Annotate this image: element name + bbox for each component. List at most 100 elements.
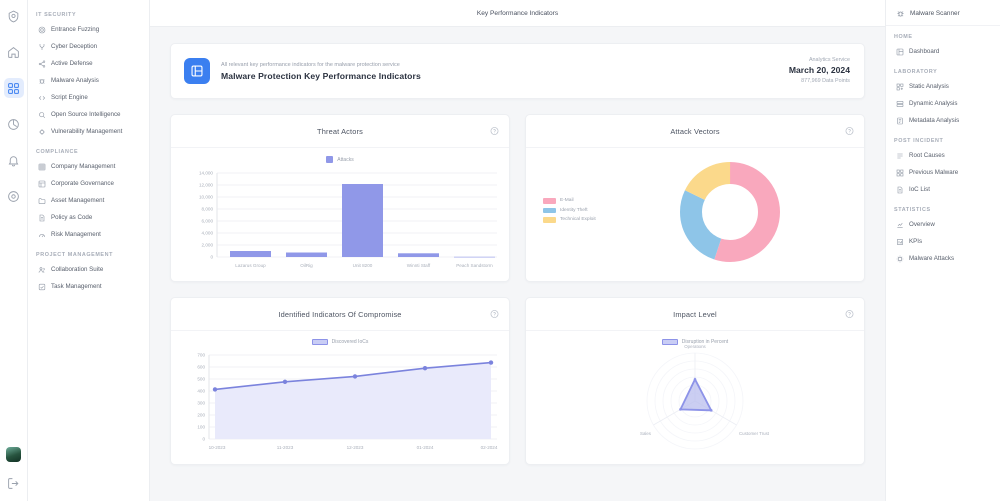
y-tick: 6,000 [202,219,214,224]
banner-subtitle: All relevant key performance indicators … [221,61,400,68]
legend-swatch [543,198,556,204]
data-point [679,408,682,411]
list-icon [896,117,904,125]
meta-data-points: 877,969 Data Points [801,77,850,84]
home-icon[interactable] [4,42,24,62]
y-tick: 100 [197,425,205,430]
sidebar-item-label: Dashboard [909,48,940,55]
card-body: Discovered IoCs [171,331,509,464]
sidebar-item-company-management[interactable]: Company Management [28,158,149,175]
doc-icon [896,186,904,194]
right-sidebar-title: Malware Scanner [910,10,960,17]
sidebar-item-script-engine[interactable]: Script Engine [28,89,149,106]
sidebar-item-static-analysis[interactable]: Static Analysis [886,78,1000,95]
legend-row: Technical Exploit [543,217,596,223]
folder-icon [38,197,46,205]
grid-2-icon [896,169,904,177]
bug-alt-icon [38,128,46,136]
share-icon [38,60,46,68]
page-banner: All relevant key performance indicators … [170,43,865,99]
chart-legend: Discovered IoCs [171,339,509,345]
x-tick: 12-2023 [347,445,364,450]
topbar: Key Performance Indicators [150,0,885,27]
sidebar-item-dashboard[interactable]: Dashboard [886,43,1000,60]
donut-legend: E-Mail Identity Theft Technical Exploit [543,198,596,223]
sidebar-item-label: Corporate Governance [51,180,114,187]
sidebar-item-policy-as-code[interactable]: Policy as Code [28,209,149,226]
sidebar-item-ioc-list[interactable]: IoC List [886,181,1000,198]
x-tick: 02-2024 [481,445,498,450]
search-icon [38,111,46,119]
y-tick: 0 [202,437,205,442]
sidebar-item-collaboration-suite[interactable]: Collaboration Suite [28,261,149,278]
settings-icon[interactable] [4,186,24,206]
data-points [212,360,494,392]
x-tick: Unit 8200 [353,263,373,268]
data-point [422,366,428,371]
card-title: Threat Actors [317,126,363,136]
sidebar-item-previous-malware[interactable]: Previous Malware [886,164,1000,181]
data-point [212,387,218,392]
sidebar-item-task-management[interactable]: Task Management [28,278,149,295]
legend-swatch [326,156,334,163]
sidebar-item-label: Active Defense [51,60,93,67]
y-tick: 0 [210,255,213,260]
sidebar-item-overview[interactable]: Overview [886,216,1000,233]
y-tick: 600 [197,365,205,370]
legend-swatch [661,339,678,345]
notifications-icon[interactable] [4,150,24,170]
sidebar-item-corporate-governance[interactable]: Corporate Governance [28,175,149,192]
check-square-icon [38,283,46,291]
bar [230,251,271,257]
legend-row: Identity Theft [543,207,596,213]
legend-row: E-Mail [543,198,596,204]
apps-grid-icon[interactable] [3,78,24,98]
sidebar-item-cyber-deception[interactable]: Cyber Deception [28,38,149,55]
card-title: Attack Vectors [670,126,720,136]
sidebar-item-label: Root Causes [909,152,945,159]
sidebar-item-root-causes[interactable]: Root Causes [886,147,1000,164]
legend-swatch [543,217,556,223]
sidebar-item-label: Overview [909,221,935,228]
layout-icon [38,180,46,188]
legend-label: Disruption in Percent [681,339,729,345]
branch-icon [38,43,46,51]
sidebar-item-label: Metadata Analysis [909,117,960,124]
logo-icon[interactable] [4,6,24,26]
avatar[interactable] [6,447,21,462]
sidebar-item-malware-analysis[interactable]: Malware Analysis [28,72,149,89]
sidebar-item-entrance-fuzzing[interactable]: Entrance Fuzzing [28,21,149,38]
bar [398,253,439,257]
card-identified-iocs: Identified Indicators Of Compromise Disc… [170,297,510,465]
logout-icon[interactable] [4,473,24,493]
doc-icon [38,214,46,222]
sidebar-item-active-defense[interactable]: Active Defense [28,55,149,72]
sidebar-item-kpis[interactable]: KPIs [886,233,1000,250]
card-title: Identified Indicators Of Compromise [278,309,402,319]
sidebar-item-label: Cyber Deception [51,43,98,50]
sidebar-item-risk-management[interactable]: Risk Management [28,226,149,243]
help-icon[interactable] [845,310,854,319]
help-icon[interactable] [490,310,499,319]
bar [454,256,495,258]
activity-icon[interactable] [4,114,24,134]
bug-icon [38,77,46,85]
sidebar-item-metadata-analysis[interactable]: Metadata Analysis [886,112,1000,129]
x-tick: Winnti Staff [407,263,431,268]
data-point [352,374,358,379]
y-tick: 200 [197,413,205,418]
card-header: Identified Indicators Of Compromise [171,298,509,331]
sidebar-item-asset-management[interactable]: Asset Management [28,192,149,209]
radar-axis-label: Operations [684,345,706,349]
help-icon[interactable] [490,127,499,136]
sidebar-item-label: Malware Attacks [909,255,955,262]
sidebar-group-title: COMPLIANCE [36,149,79,155]
sidebar-item-dynamic-analysis[interactable]: Dynamic Analysis [886,95,1000,112]
sidebar-item-label: Task Management [51,283,102,290]
help-icon[interactable] [845,127,854,136]
sidebar-item-malware-attacks[interactable]: Malware Attacks [886,250,1000,267]
sidebar-item-vulnerability-management[interactable]: Vulnerability Management [28,123,149,140]
radar-axis-label: Customer Trust [739,431,770,436]
sidebar-item-open-source-intelligence[interactable]: Open Source Intelligence [28,106,149,123]
